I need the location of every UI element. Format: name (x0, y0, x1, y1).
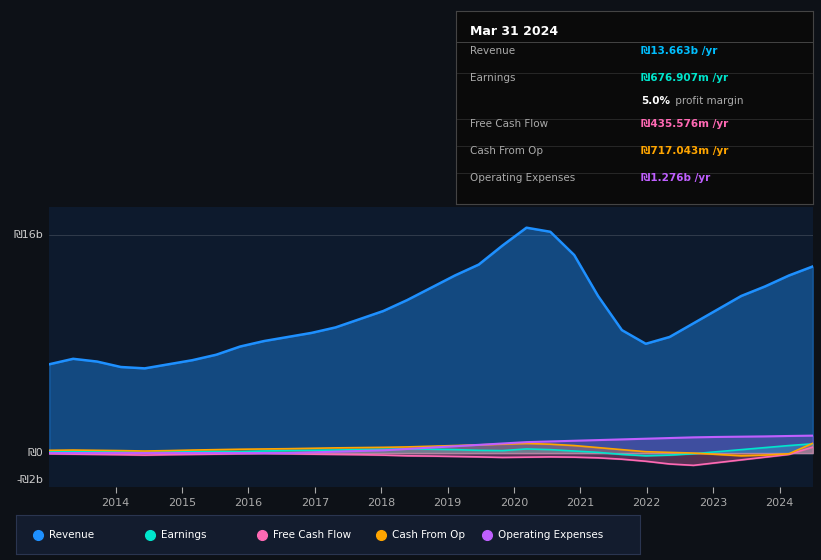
Text: Revenue: Revenue (470, 46, 515, 56)
Text: Cash From Op: Cash From Op (470, 147, 543, 156)
Text: ₪717.043m /yr: ₪717.043m /yr (641, 147, 729, 156)
Text: profit margin: profit margin (672, 96, 743, 106)
Text: ₪1.276b /yr: ₪1.276b /yr (641, 174, 711, 184)
Text: ₪435.576m /yr: ₪435.576m /yr (641, 119, 728, 129)
Text: Mar 31 2024: Mar 31 2024 (470, 25, 558, 38)
Text: Operating Expenses: Operating Expenses (498, 530, 603, 540)
Text: Cash From Op: Cash From Op (392, 530, 465, 540)
Text: Free Cash Flow: Free Cash Flow (470, 119, 548, 129)
Text: Free Cash Flow: Free Cash Flow (273, 530, 351, 540)
Text: ₪0: ₪0 (27, 448, 44, 458)
Text: 5.0%: 5.0% (641, 96, 671, 106)
Text: Earnings: Earnings (161, 530, 207, 540)
Text: Revenue: Revenue (49, 530, 94, 540)
Text: ₪676.907m /yr: ₪676.907m /yr (641, 73, 728, 83)
Text: -₪2b: -₪2b (16, 475, 44, 486)
Text: Earnings: Earnings (470, 73, 516, 83)
Text: ₪13.663b /yr: ₪13.663b /yr (641, 46, 718, 56)
Text: Operating Expenses: Operating Expenses (470, 174, 576, 184)
Text: ₪16b: ₪16b (13, 230, 44, 240)
